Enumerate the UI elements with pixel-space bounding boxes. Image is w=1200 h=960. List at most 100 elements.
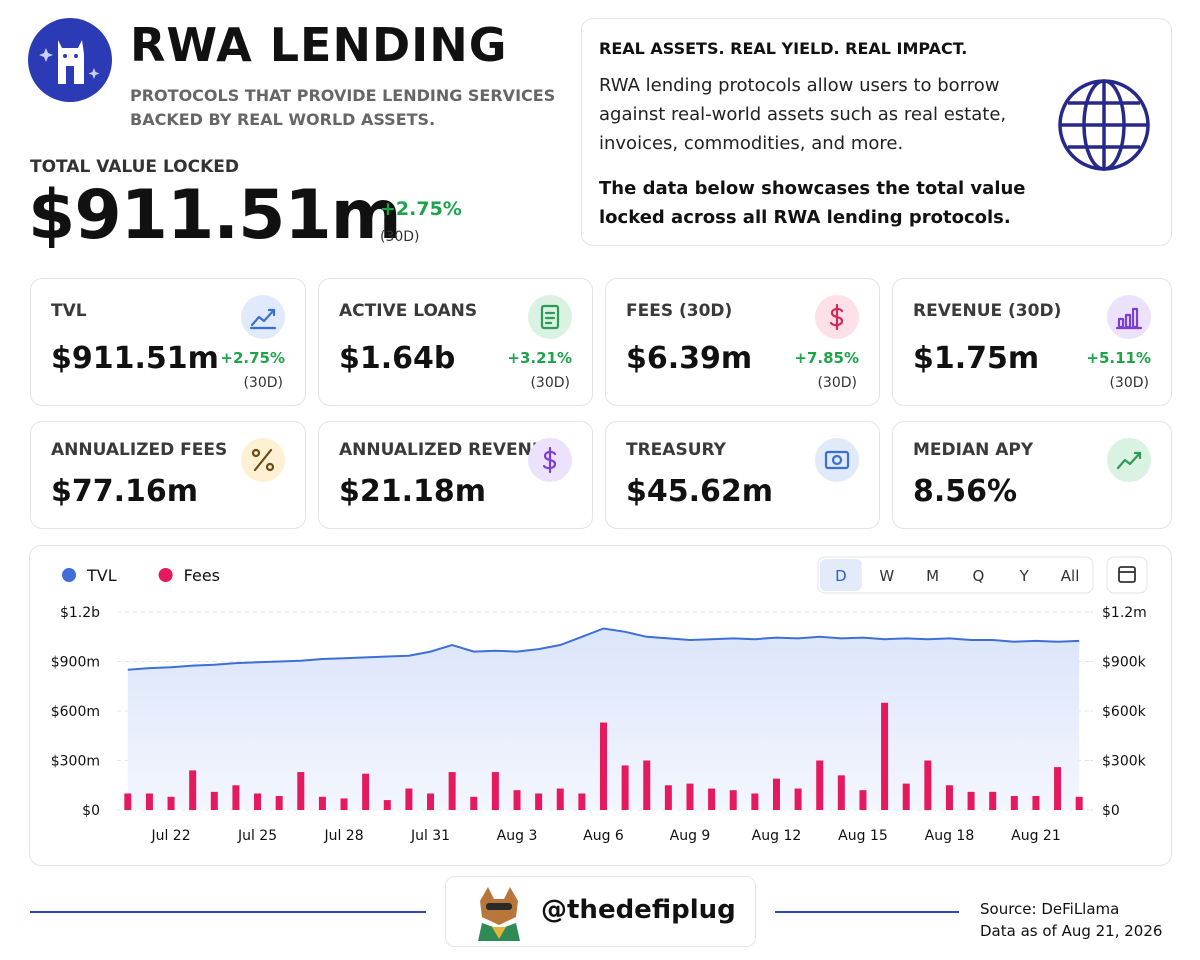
fee-bar — [189, 770, 197, 810]
fee-bar — [232, 785, 240, 810]
fee-bar — [794, 788, 802, 810]
x-tick-label: Jul 25 — [237, 828, 277, 844]
fee-bar — [340, 798, 348, 810]
card-label: ANNUALIZED REVENUE — [339, 440, 558, 460]
avatar — [478, 887, 520, 941]
source-block: Source: DeFiLlama Data as of Aug 21, 202… — [980, 898, 1162, 942]
range-label[interactable]: Q — [973, 567, 985, 585]
x-tick-label: Aug 21 — [1011, 828, 1061, 844]
fee-bar — [837, 775, 845, 810]
card-value: 8.56% — [913, 474, 1018, 509]
info-emphasis: The data below showcases the total value… — [599, 174, 1026, 232]
calendar-glyph — [1118, 566, 1136, 583]
card-label: TVL — [51, 301, 87, 321]
card-icon — [241, 438, 285, 482]
x-tick-label: Aug 18 — [925, 828, 975, 844]
y2-tick-label: $0 — [1102, 803, 1120, 819]
info-line: against real-world assets such as real e… — [599, 104, 1007, 125]
icon-glyph — [1115, 307, 1143, 330]
fee-bar — [859, 790, 867, 810]
legend-label: Fees — [184, 566, 220, 585]
card-value: $6.39m — [626, 341, 753, 376]
fee-bar — [989, 791, 997, 810]
card-period: (30D) — [530, 375, 570, 391]
info-line: RWA lending protocols allow users to bor… — [599, 75, 1000, 96]
footer-rule — [30, 911, 426, 913]
range-label[interactable]: D — [835, 567, 847, 585]
tvl-area — [127, 628, 1080, 810]
card-value: $1.64b — [339, 341, 456, 376]
range-button[interactable]: Q — [973, 567, 985, 585]
icon-glyph — [824, 450, 850, 470]
fee-bar — [297, 772, 305, 810]
fee-bar — [383, 800, 391, 810]
fee-bar — [816, 760, 824, 810]
range-button[interactable]: M — [926, 567, 939, 585]
card-icon — [528, 438, 572, 482]
x-tick-label: Aug 3 — [497, 828, 538, 844]
card-icon — [1107, 295, 1151, 339]
range-label[interactable]: Y — [1019, 567, 1030, 585]
range-button[interactable]: All — [1061, 567, 1080, 585]
legend-swatch — [158, 568, 173, 582]
fee-bar — [881, 702, 889, 810]
fee-bar — [621, 765, 629, 810]
source: Source: DeFiLlama — [980, 900, 1120, 918]
fee-bar — [254, 793, 262, 810]
fee-bar — [686, 783, 694, 810]
tvl-value: $911.51m — [28, 176, 402, 255]
fee-bar — [729, 790, 737, 810]
card-label: FEES (30D) — [626, 301, 733, 321]
fee-bar — [145, 793, 153, 810]
fee-bar — [902, 783, 910, 810]
legend-label: TVL — [86, 566, 117, 585]
fee-bar — [405, 788, 413, 810]
range-group — [817, 556, 1094, 594]
fee-bar — [1075, 796, 1083, 810]
range-button[interactable]: Y — [1019, 567, 1030, 585]
card-icon — [241, 295, 285, 339]
stat-card: ANNUALIZED FEES $77.16m — [30, 421, 306, 529]
stat-card: REVENUE (30D) $1.75m +5.11% (30D) — [892, 278, 1172, 406]
fee-bar — [751, 793, 759, 810]
x-tick-label: Aug 12 — [752, 828, 802, 844]
y2-tick-label: $600k — [1102, 704, 1147, 720]
fee-bar — [643, 760, 651, 810]
footer-rule — [775, 911, 959, 913]
fee-bar — [578, 793, 586, 810]
card-icon — [815, 438, 859, 482]
info-heading: REAL ASSETS. REAL YIELD. REAL IMPACT. — [599, 39, 968, 58]
card-period: (30D) — [817, 375, 857, 391]
range-button[interactable]: W — [879, 567, 894, 585]
range-label[interactable]: All — [1061, 567, 1080, 585]
logo — [28, 18, 112, 102]
range-button[interactable]: D — [820, 559, 862, 591]
subtitle-line: BACKED BY REAL WORLD ASSETS. — [130, 110, 436, 129]
stat-card: TREASURY $45.62m — [605, 421, 880, 529]
calendar-button[interactable] — [1106, 556, 1148, 594]
range-active — [820, 559, 862, 591]
icon-glyph — [251, 448, 275, 472]
handle: @thedefiplug — [541, 895, 736, 925]
fee-bar — [513, 790, 521, 810]
card-label: ACTIVE LOANS — [339, 301, 478, 321]
fee-bar — [1032, 795, 1040, 810]
fee-bar — [708, 788, 716, 810]
card-change: +5.11% — [1086, 349, 1151, 367]
fee-bar — [967, 791, 975, 810]
fee-bar — [275, 795, 283, 810]
stat-card: ANNUALIZED REVENUE $21.18m — [318, 421, 593, 529]
fee-bar — [491, 772, 499, 810]
x-tick-label: Aug 6 — [583, 828, 624, 844]
y-tick-label: $0 — [82, 803, 100, 819]
subtitle: PROTOCOLS THAT PROVIDE LENDING SERVICES … — [130, 84, 555, 132]
fee-bar — [167, 796, 175, 810]
range-label[interactable]: W — [879, 567, 894, 585]
x-tick-label: Aug 9 — [670, 828, 711, 844]
fee-bar — [470, 796, 478, 810]
range-label[interactable]: M — [926, 567, 939, 585]
icon-glyph — [249, 308, 277, 330]
card-value: $45.62m — [626, 474, 774, 509]
